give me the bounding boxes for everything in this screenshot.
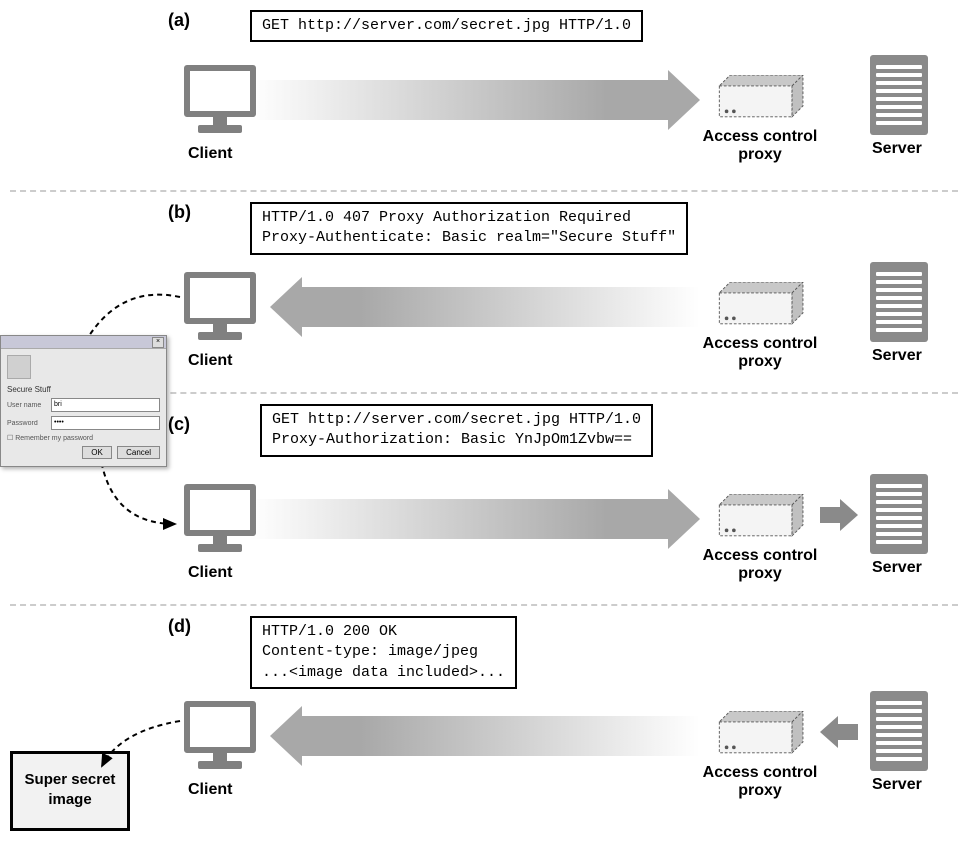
step-label-a: (a) [168,10,190,31]
dialog-titlebar: × [1,336,166,349]
step-label-c: (c) [168,414,190,435]
client-label-b: Client [188,352,232,370]
flow-arrow-a [250,80,670,120]
cancel-button[interactable]: Cancel [117,446,160,459]
row-a: (a) GET http://server.com/secret.jpg HTT… [10,10,958,192]
proxy-label-b: Access control proxy [695,335,825,371]
flow-arrow-b [300,287,700,327]
step-label-d: (d) [168,616,191,637]
client-label-a: Client [188,145,232,163]
client-icon [180,701,260,776]
server-label-c: Server [872,559,922,577]
client-label-d: Client [188,781,232,799]
server-icon [870,474,928,554]
proxy-icon [710,282,805,332]
key-icon [7,355,31,379]
http-message-b: HTTP/1.0 407 Proxy Authorization Require… [250,202,688,255]
proxy-to-server-arrow [820,499,860,531]
step-label-b: (b) [168,202,191,223]
server-to-proxy-arrow [818,716,858,748]
flow-arrow-d [300,716,700,756]
server-label-b: Server [872,347,922,365]
secret-image-box: Super secret image [10,751,130,831]
dialog-realm: Secure Stuff [7,385,160,394]
server-label-a: Server [872,140,922,158]
password-field: Password •••• [7,416,160,430]
client-icon [180,484,260,559]
password-input[interactable]: •••• [51,416,160,430]
auth-dialog: × Secure Stuff User name bri Password ••… [0,335,167,467]
client-icon [180,65,260,140]
server-icon [870,691,928,771]
http-message-c: GET http://server.com/secret.jpg HTTP/1.… [260,404,653,457]
close-icon[interactable]: × [152,337,164,348]
client-label-c: Client [188,564,232,582]
server-icon [870,55,928,135]
server-label-d: Server [872,776,922,794]
http-message-a: GET http://server.com/secret.jpg HTTP/1.… [250,10,643,42]
proxy-icon [710,711,805,761]
username-input[interactable]: bri [51,398,160,412]
server-icon [870,262,928,342]
proxy-label-c: Access control proxy [695,547,825,583]
row-d: (d) HTTP/1.0 200 OK Content-type: image/… [10,616,958,836]
proxy-label-a: Access control proxy [695,128,825,164]
proxy-icon [710,494,805,544]
ok-button[interactable]: OK [82,446,112,459]
remember-checkbox[interactable]: ☐ Remember my password [7,434,160,442]
http-message-d: HTTP/1.0 200 OK Content-type: image/jpeg… [250,616,517,689]
proxy-label-d: Access control proxy [695,764,825,800]
flow-arrow-c [250,499,670,539]
proxy-icon [710,75,805,125]
username-field: User name bri [7,398,160,412]
client-icon [180,272,260,347]
